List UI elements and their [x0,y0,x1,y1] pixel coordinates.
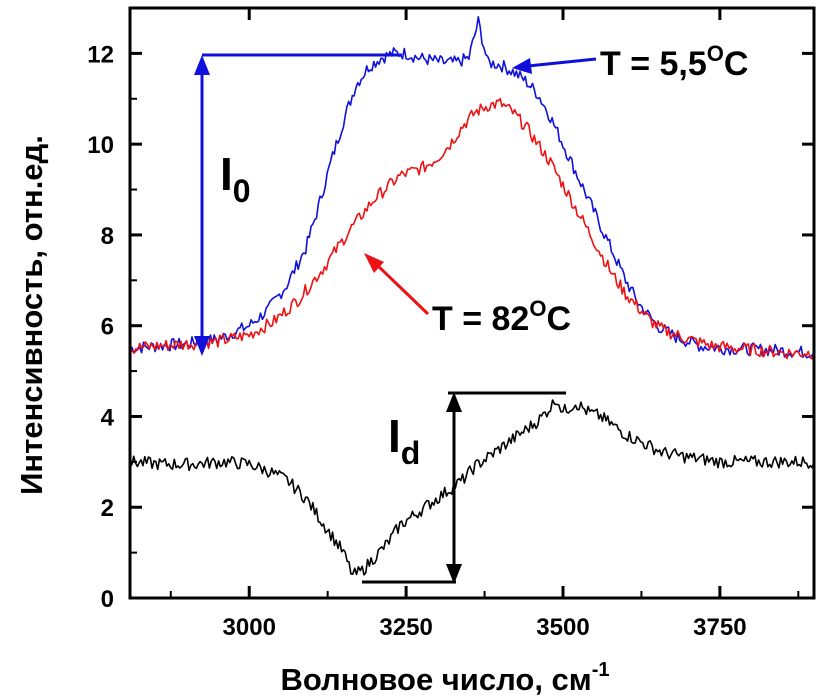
id-arrow-head-top [446,392,462,412]
annotations: I0 T = 5,5OC T = 82OC Id [194,41,748,584]
series-line-1 [129,97,815,360]
y-tick-label-2: 4 [101,404,115,431]
x-tick-label-3: 3750 [693,614,746,641]
i0-arrow-head-top [194,55,210,75]
x-tick-label-0: 3000 [223,614,276,641]
y-tick-label-1: 2 [101,495,114,522]
y-tick-label-4: 8 [101,223,114,250]
i0-label: I0 [220,148,251,209]
id-arrow-head-bottom [446,564,462,584]
y-tick-label-6: 12 [87,41,114,68]
plot-area [129,15,815,576]
t82-arrow-head [364,253,384,273]
x-tick-label-2: 3500 [536,614,589,641]
t55-arrow-head [512,58,532,74]
y-axis-title: Интенсивность, отн.ед. [14,135,49,495]
plot-frame [128,6,816,600]
y-tick-label-0: 0 [101,586,114,613]
x-tick-label-1: 3250 [379,614,432,641]
t55-label: T = 5,5OC [600,41,748,83]
i0-arrow-head-bottom [194,336,210,356]
t55-arrow-shaft [527,57,597,68]
id-label: Id [388,410,420,471]
axes-frame: 0 2 4 6 8 10 12 3000 3250 3500 3750 [87,6,816,641]
t82-arrow-shaft [375,263,430,316]
series-line-2 [129,399,815,576]
x-axis-title: Волновое число, см-1 [280,659,609,697]
t82-label: T = 82OC [432,296,571,338]
y-tick-label-5: 10 [87,132,114,159]
y-tick-label-3: 6 [101,314,114,341]
